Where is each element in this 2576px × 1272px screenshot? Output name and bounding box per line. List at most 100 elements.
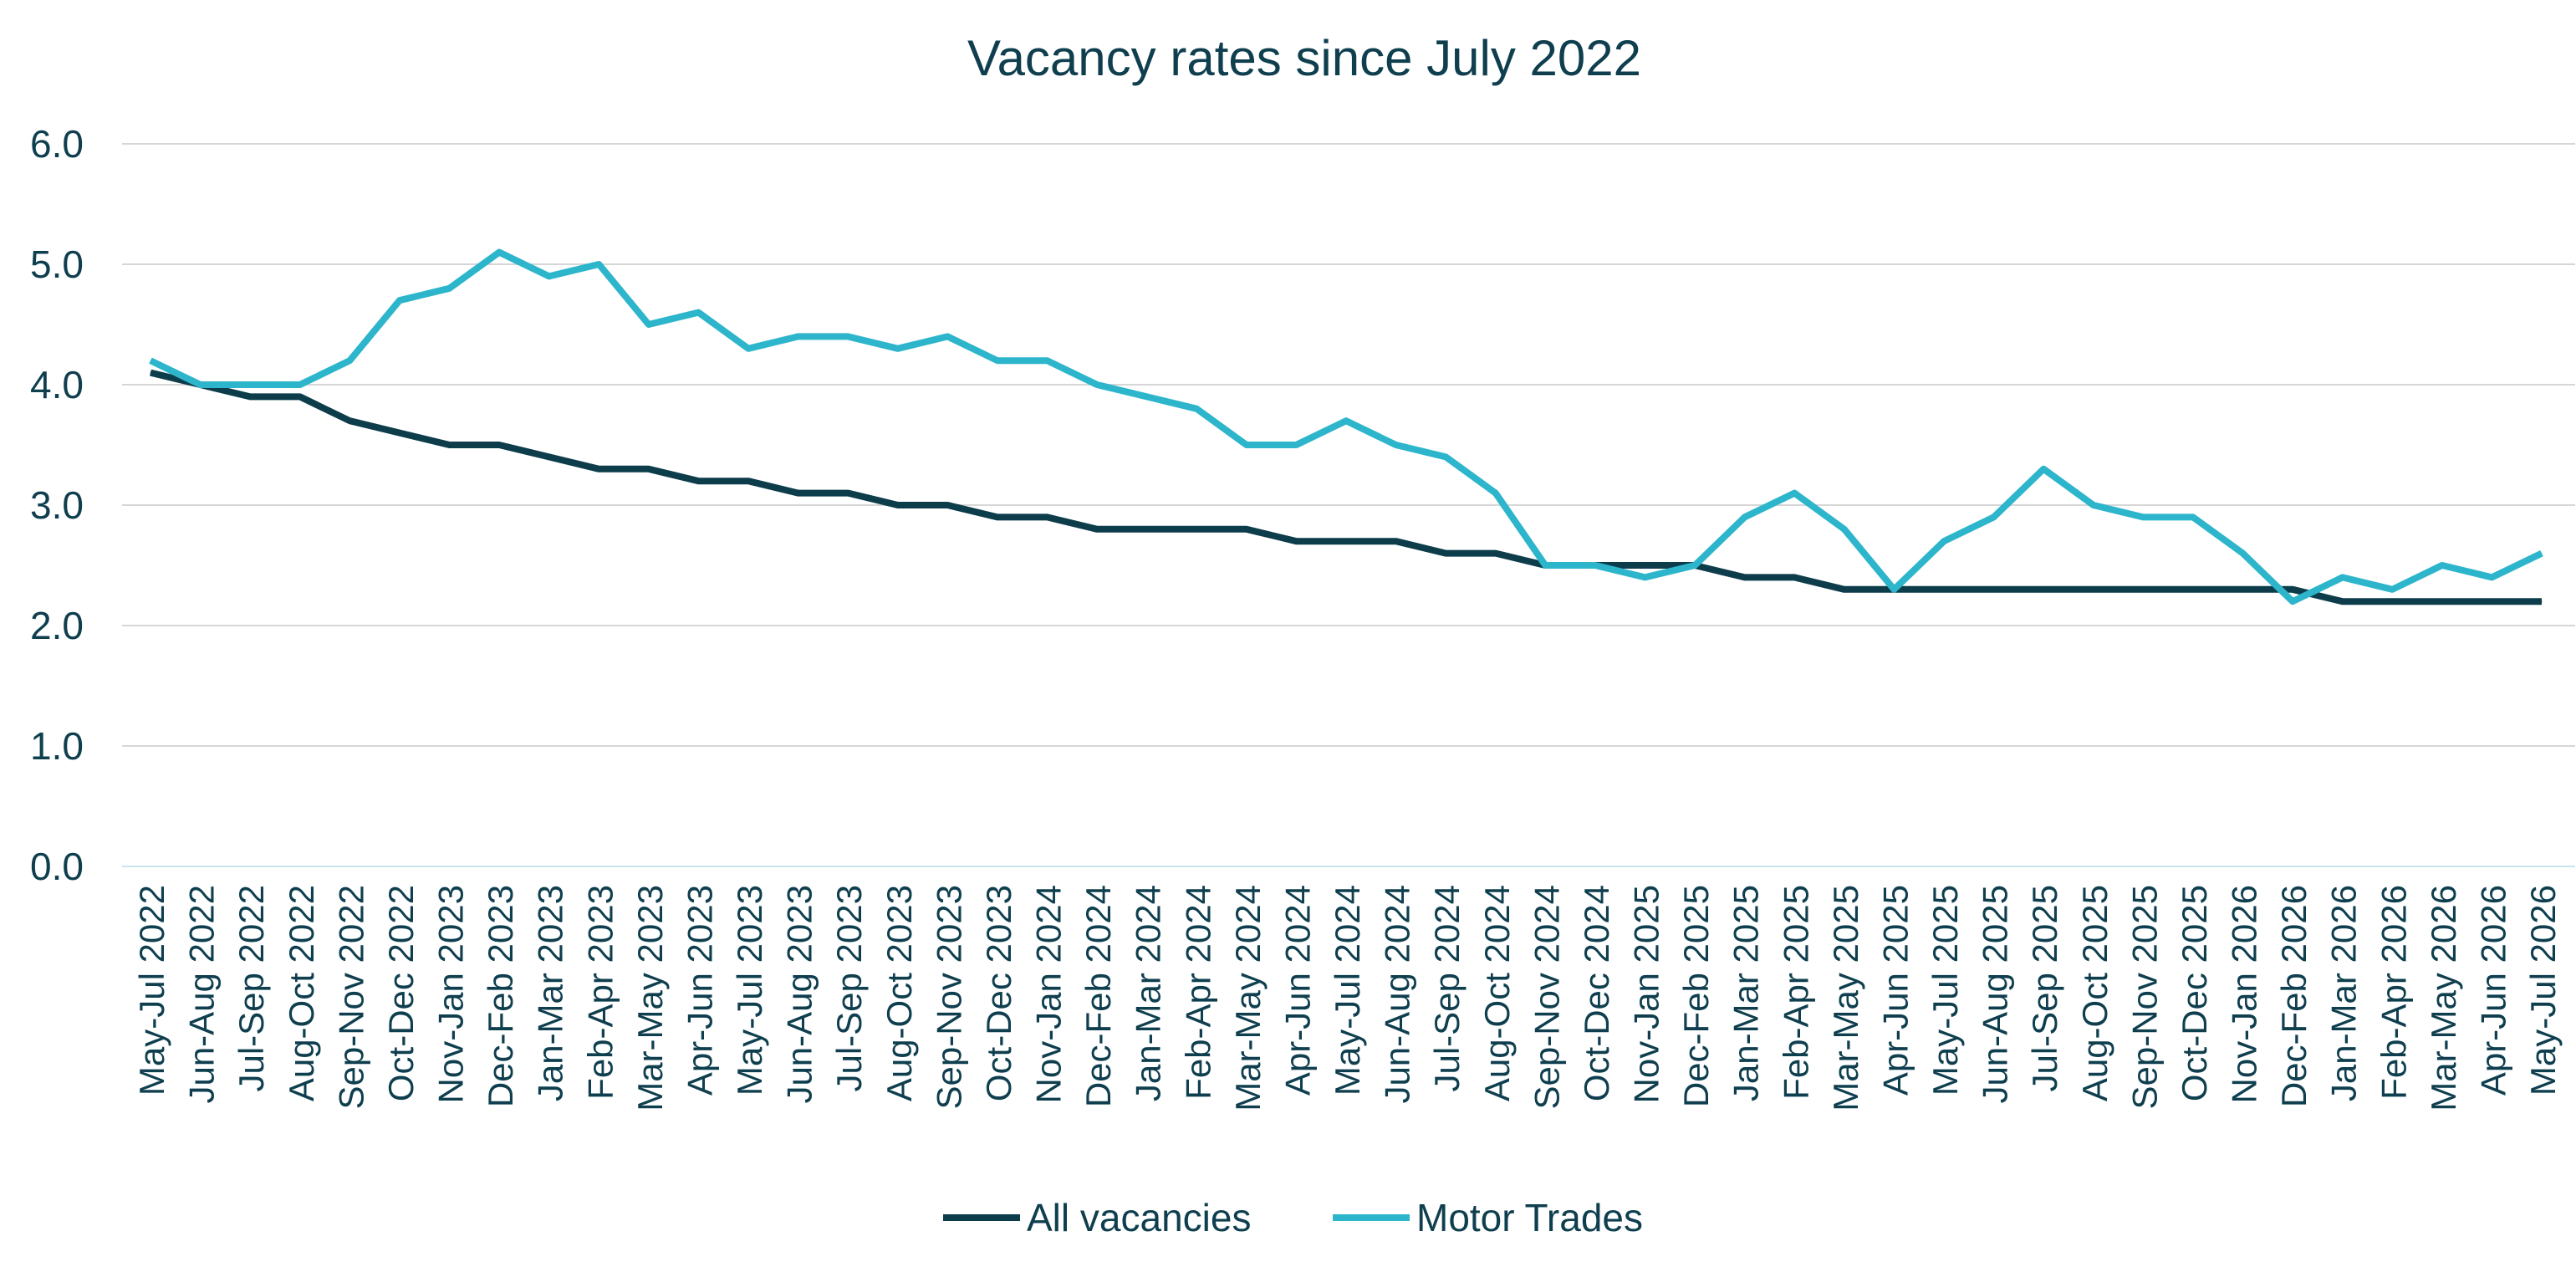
data-point xyxy=(548,275,550,277)
x-tick-label: Nov-Jan 2026 xyxy=(2225,885,2264,1104)
x-tick-label: Sep-Nov 2025 xyxy=(2125,885,2164,1110)
data-point xyxy=(150,360,151,361)
data-point xyxy=(2192,589,2194,590)
x-tick-label: Mar-May 2025 xyxy=(1826,885,1865,1111)
x-tick-label: May-Jul 2024 xyxy=(1328,885,1367,1096)
data-point xyxy=(200,384,201,386)
x-tick-label: Mar-May 2024 xyxy=(1228,885,1268,1111)
x-tick-label: Sep-Nov 2023 xyxy=(929,885,968,1110)
x-tick-label: Jan-Mar 2026 xyxy=(2324,885,2364,1101)
data-point xyxy=(1096,384,1098,386)
legend-item: Motor Trades xyxy=(1333,1196,1643,1239)
data-point xyxy=(249,384,251,386)
chart-title: Vacancy rates since July 2022 xyxy=(967,30,1641,86)
data-point xyxy=(2093,589,2094,590)
data-point xyxy=(1196,408,1197,410)
x-tick-label: Apr-Jun 2024 xyxy=(1278,885,1317,1096)
data-point xyxy=(2441,564,2443,566)
data-point xyxy=(1395,540,1397,542)
x-tick-label: Jul-Sep 2023 xyxy=(829,885,869,1092)
data-point xyxy=(697,312,699,314)
x-tick-label: Jul-Sep 2024 xyxy=(1427,885,1467,1092)
data-point xyxy=(697,480,699,482)
data-point xyxy=(2342,600,2344,602)
series-1 xyxy=(150,369,2543,605)
x-tick-label: Apr-Jun 2026 xyxy=(2473,885,2512,1096)
data-point xyxy=(449,444,450,446)
data-point xyxy=(2142,589,2144,590)
data-point xyxy=(1993,589,1995,590)
x-tick-label: May-Jul 2022 xyxy=(132,885,171,1096)
data-point xyxy=(2541,553,2543,554)
data-point xyxy=(2391,589,2393,590)
x-tick-label: Nov-Jan 2025 xyxy=(1627,885,1666,1104)
x-tick-label: Jan-Mar 2025 xyxy=(1727,885,1766,1101)
data-point xyxy=(747,348,749,350)
x-tick-label: Oct-Dec 2022 xyxy=(381,885,421,1101)
legend-item: All vacancies xyxy=(943,1196,1251,1239)
x-tick-label: Mar-May 2023 xyxy=(630,885,670,1111)
data-point xyxy=(1943,540,1945,542)
x-axis: May-Jul 2022 Jun-Aug 2022 Jul-Sep 2022 Aug-… xyxy=(132,885,2563,1111)
data-point xyxy=(1943,589,1945,590)
data-point xyxy=(897,504,899,506)
x-tick-label: Feb-Apr 2024 xyxy=(1178,885,1217,1100)
data-point xyxy=(1793,576,1795,578)
x-tick-label: Jun-Aug 2023 xyxy=(780,885,819,1104)
x-tick-label: Jan-Mar 2024 xyxy=(1129,885,1168,1101)
y-tick-label: 0.0 xyxy=(30,845,84,888)
x-tick-label: Mar-May 2026 xyxy=(2424,885,2463,1111)
x-tick-label: Apr-Jun 2023 xyxy=(680,885,719,1096)
data-point xyxy=(1993,516,1995,518)
data-point xyxy=(2441,600,2443,602)
y-tick-label: 5.0 xyxy=(30,243,84,286)
x-tick-label: Feb-Apr 2023 xyxy=(580,885,620,1100)
data-point xyxy=(2093,504,2094,506)
series-line xyxy=(150,369,2542,605)
x-tick-label: May-Jul 2026 xyxy=(2523,885,2563,1096)
gridlines xyxy=(122,143,2575,867)
x-tick-label: Aug-Oct 2023 xyxy=(880,885,919,1101)
data-point xyxy=(897,348,899,350)
x-tick-label: Jun-Aug 2024 xyxy=(1378,885,1417,1104)
x-tick-label: May-Jul 2023 xyxy=(730,885,769,1096)
data-point xyxy=(399,432,400,434)
x-tick-label: Jul-Sep 2022 xyxy=(232,885,271,1092)
data-point xyxy=(299,384,301,386)
legend-label: All vacancies xyxy=(1027,1196,1251,1239)
data-point xyxy=(1893,589,1895,590)
series-line xyxy=(149,248,2543,605)
data-point xyxy=(1295,540,1297,542)
x-tick-label: May-Jul 2025 xyxy=(1926,885,1965,1096)
data-point xyxy=(299,396,301,397)
data-point xyxy=(1744,576,1746,578)
data-point xyxy=(1047,516,1048,518)
x-tick-label: Jul-Sep 2025 xyxy=(2025,885,2064,1092)
x-tick-label: Dec-Feb 2023 xyxy=(481,885,520,1107)
x-tick-label: Jun-Aug 2025 xyxy=(1976,885,2015,1104)
data-point xyxy=(1295,444,1297,446)
data-point xyxy=(498,444,500,446)
data-point xyxy=(2541,600,2543,602)
x-tick-label: Feb-Apr 2026 xyxy=(2374,885,2413,1100)
y-axis: 0.0 1.0 2.0 3.0 4.0 5.0 6.0 xyxy=(30,122,84,888)
x-tick-label: Aug-Oct 2025 xyxy=(2075,885,2114,1101)
data-point xyxy=(2391,600,2393,602)
x-tick-label: Oct-Dec 2025 xyxy=(2175,885,2214,1101)
data-point xyxy=(2242,553,2243,554)
data-point xyxy=(946,504,948,506)
x-tick-label: Jan-Mar 2023 xyxy=(531,885,570,1101)
legend-label: Motor Trades xyxy=(1416,1196,1643,1239)
data-point xyxy=(150,372,151,374)
data-point xyxy=(2043,468,2044,470)
data-point xyxy=(1146,396,1148,397)
data-point xyxy=(648,468,650,470)
data-point xyxy=(249,396,251,397)
y-tick-label: 4.0 xyxy=(30,363,84,406)
data-point xyxy=(1047,360,1048,361)
x-tick-label: Dec-Feb 2024 xyxy=(1079,885,1118,1107)
data-point xyxy=(1544,564,1546,566)
x-tick-label: Oct-Dec 2024 xyxy=(1577,885,1616,1101)
